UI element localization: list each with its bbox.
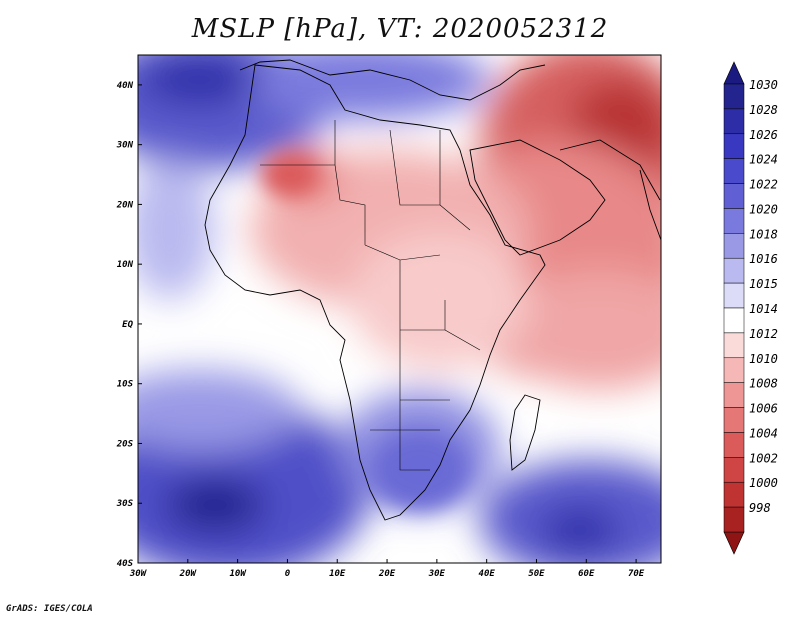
colorbar-swatch (723, 457, 745, 483)
country-borders (260, 120, 481, 471)
colorbar-label: 1008 (749, 377, 778, 391)
colorbar-label: 1012 (749, 327, 778, 341)
colorbar-swatch (723, 183, 745, 209)
colorbar-label: 1002 (749, 451, 778, 465)
grads-credit: GrADS: IGES/COLA (6, 604, 93, 614)
colorbar-swatch (723, 282, 745, 309)
colorbar-swatch (723, 257, 745, 284)
lat-tick-label: 40S (117, 559, 134, 569)
lat-tick-label: 30S (116, 499, 134, 509)
colorbar-swatch (723, 83, 745, 110)
colorbar-swatch (723, 357, 745, 383)
lon-tick-label: 20W (179, 569, 198, 579)
lat-tick-label: 20S (116, 439, 134, 449)
lon-tick-label: 60E (578, 569, 595, 579)
colorbar-swatch (723, 133, 745, 159)
lat-tick-label: 10N (117, 260, 134, 270)
colorbar-label: 1026 (749, 128, 778, 142)
colorbar-label: 1004 (749, 426, 778, 440)
colorbar-swatch (723, 481, 745, 508)
colorbar-swatch (723, 332, 745, 359)
lat-tick-label: 30N (116, 141, 134, 151)
latitude-ticks: 40N 30N 20N 10N EQ 10S 20S 30S 40S (116, 81, 142, 569)
colorbar-label: 1022 (749, 178, 778, 192)
colorbar-swatch (723, 382, 745, 408)
colorbar-label: 1028 (749, 103, 778, 117)
lon-tick-label: 30E (428, 569, 446, 579)
colorbar-swatch (723, 158, 745, 184)
lon-tick-label: 30W (129, 569, 148, 579)
colorbar-label: 1000 (749, 476, 778, 490)
madagascar-outline (509, 394, 541, 471)
india-coast (639, 169, 661, 241)
lat-tick-label: EQ (122, 320, 133, 330)
lon-tick-label: 10W (229, 569, 247, 579)
colorbar-swatch (723, 108, 745, 135)
colorbar-swatch (723, 307, 745, 334)
map-frame (137, 54, 662, 564)
lon-tick-label: 0 (285, 569, 291, 579)
colorbar: 1030 1028 1026 1024 1022 1020 1018 1016 1015 1014… (723, 61, 778, 555)
africa-outline (204, 64, 546, 521)
colorbar-bottom-arrow (723, 531, 745, 555)
lon-tick-label: 50E (528, 569, 545, 579)
colorbar-label: 1024 (749, 153, 778, 167)
lat-tick-label: 40N (117, 81, 134, 91)
colorbar-swatch (723, 506, 745, 533)
colorbar-label: 1030 (749, 78, 778, 92)
map-title: MSLP [hPa], VT: 2020052312 (191, 14, 609, 44)
arabia-outline (469, 139, 606, 256)
lat-tick-label: 20N (116, 200, 134, 210)
colorbar-label: 1010 (749, 352, 778, 366)
coastlines (204, 59, 661, 521)
colorbar-label: 1014 (749, 302, 778, 316)
colorbar-swatch (723, 233, 745, 259)
lon-tick-label: 40E (479, 569, 496, 579)
colorbar-label: 998 (749, 501, 771, 515)
colorbar-label: 1020 (749, 202, 778, 216)
colorbar-label: 1006 (749, 402, 778, 416)
lon-tick-label: 70E (628, 569, 645, 579)
colorbar-swatch (723, 432, 745, 458)
colorbar-label: 1015 (749, 277, 778, 291)
longitude-ticks: 30W 20W 10W 0 10E 20E 30E 40E 50E 60E 70E (129, 559, 645, 579)
colorbar-label: 1016 (749, 252, 778, 266)
colorbar-label: 1018 (749, 227, 778, 241)
lon-tick-label: 10E (329, 569, 346, 579)
colorbar-swatch (723, 407, 745, 433)
colorbar-top-arrow (723, 61, 745, 85)
europe-coast (239, 59, 546, 101)
pressure-field (138, 55, 661, 563)
lat-tick-label: 10S (117, 380, 134, 390)
lon-tick-label: 20E (378, 569, 396, 579)
colorbar-swatch (723, 208, 745, 234)
asia-coast (559, 139, 661, 201)
